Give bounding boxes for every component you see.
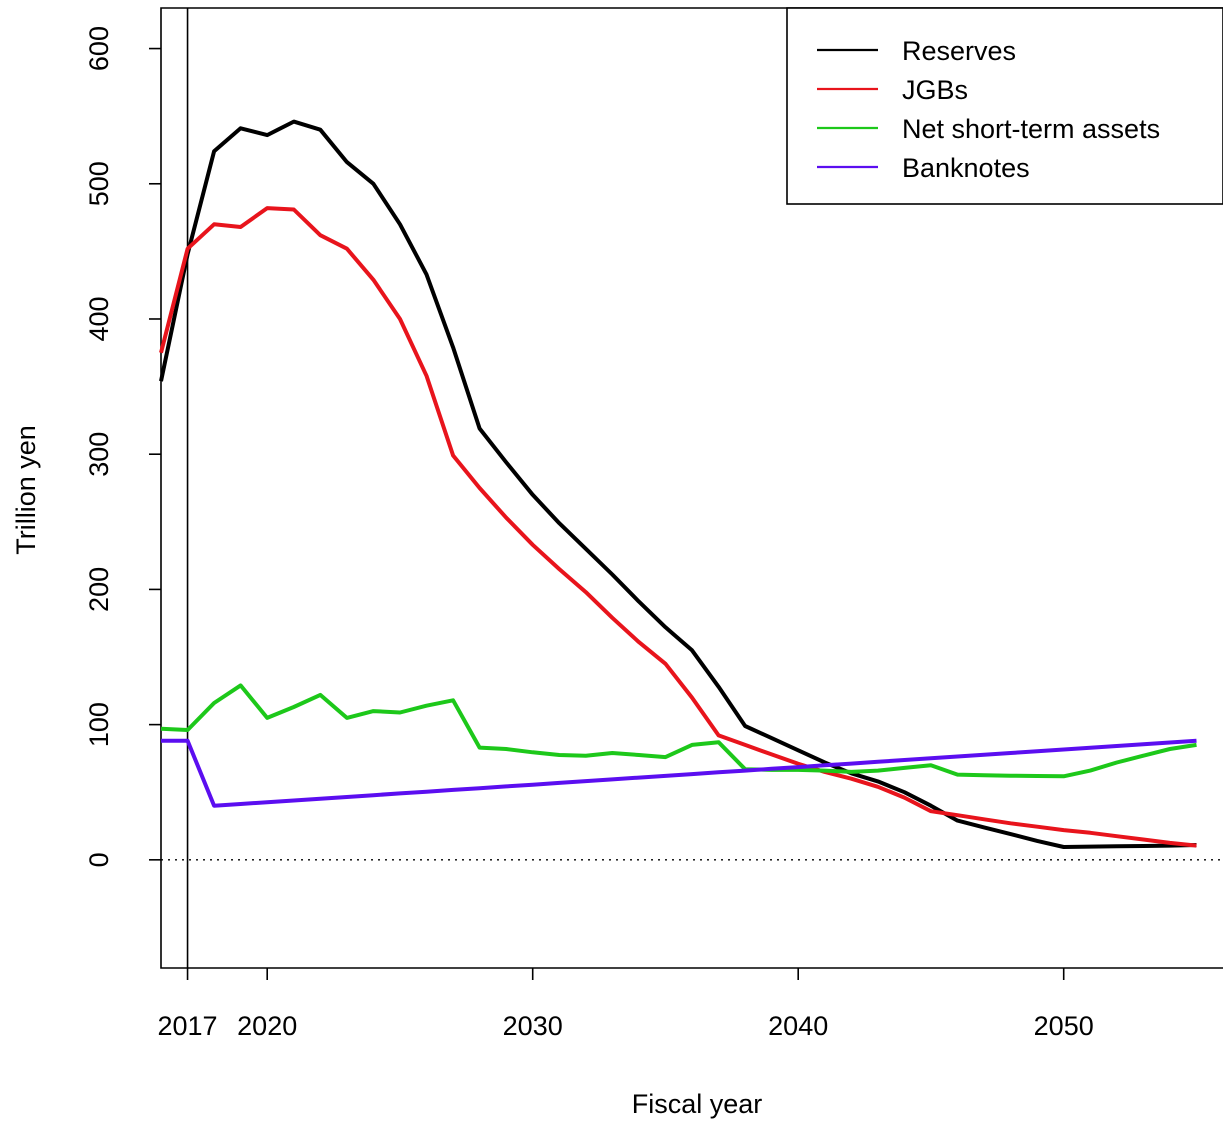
legend-label: Reserves: [902, 36, 1016, 66]
x-tick-label: 2017: [158, 1011, 218, 1041]
series-line-jgbs: [159, 206, 1197, 848]
series-line-banknotes: [161, 738, 1197, 808]
x-axis-title: Fiscal year: [632, 1089, 763, 1119]
y-tick-label: 600: [84, 26, 114, 71]
legend-label: JGBs: [902, 75, 968, 105]
legend-box: [786, 7, 1223, 205]
plot-frame: [160, 7, 1223, 969]
y-tick-label: 300: [84, 432, 114, 477]
series-line-net-short-term-assets: [160, 683, 1197, 779]
legend-label: Net short-term assets: [902, 114, 1160, 144]
series-line-reserves: [159, 119, 1197, 849]
y-tick-label: 100: [84, 702, 114, 747]
x-tick-label: 2020: [237, 1011, 297, 1041]
y-tick-label: 400: [84, 296, 114, 341]
y-tick-label: 0: [84, 852, 114, 867]
y-tick-label: 500: [84, 161, 114, 206]
legend-label: Banknotes: [902, 153, 1030, 183]
x-tick-label: 2040: [768, 1011, 828, 1041]
x-tick-label: 2050: [1034, 1011, 1094, 1041]
y-tick-label: 200: [84, 567, 114, 612]
x-tick-label: 2030: [503, 1011, 563, 1041]
y-axis-title: Trillion yen: [11, 425, 41, 555]
